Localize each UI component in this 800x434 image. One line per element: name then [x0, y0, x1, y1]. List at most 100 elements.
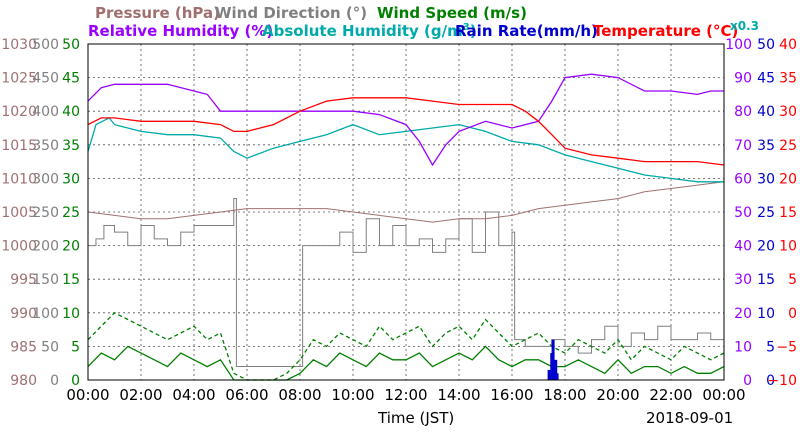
temperature-tick-label: 10 — [779, 239, 797, 255]
wind-direction-tick-label: 350 — [32, 138, 59, 154]
legend-wind-speed: Wind Speed (m/s) — [377, 4, 527, 22]
rain-rate-tick-label: 45 — [757, 71, 775, 87]
legend-rain-rate: Rain Rate(mm/h) — [455, 22, 598, 40]
rain-rate-tick-label: 15 — [757, 272, 775, 288]
rain-rate-bar — [551, 339, 555, 380]
x-tick-label: 20:00 — [596, 386, 639, 404]
legend-relative-humidity: Relative Humidity (%) — [88, 22, 273, 40]
relative-humidity-tick-label: 30 — [734, 272, 752, 288]
wind-speed-tick-label: 0 — [71, 373, 80, 389]
wind-speed-tick-label: 35 — [62, 138, 80, 154]
relative-humidity-tick-label: 20 — [734, 306, 752, 322]
wind-speed-tick-label: 45 — [62, 71, 80, 87]
wind-direction-tick-label: 200 — [32, 239, 59, 255]
rain-rate-tick-label: 35 — [757, 138, 775, 154]
temperature-tick-label: 40 — [779, 37, 797, 53]
rain-rate-tick-label: 20 — [757, 239, 775, 255]
legend-wind-direction: Wind Direction (°) — [215, 4, 367, 22]
series-relative-humidity — [87, 73, 724, 167]
rain-rate-tick-label: 40 — [757, 104, 775, 120]
x-tick-label: 16:00 — [490, 386, 533, 404]
rain-rate-tick-label: 50 — [757, 37, 775, 53]
legend-absolute-humidity: Absolute Humidity (g/m3) — [262, 22, 477, 40]
series-pressure-hpa — [87, 181, 725, 223]
rain-rate-bar — [554, 359, 558, 380]
relative-humidity-tick-label: 50 — [734, 205, 752, 221]
temperature-tick-label: −10 — [767, 373, 797, 389]
x-tick-label: 06:00 — [225, 386, 268, 404]
x-tick-label: 10:00 — [331, 386, 374, 404]
x-tick-label: 02:00 — [119, 386, 162, 404]
pressure-tick-label: 1005 — [1, 205, 37, 221]
wind-speed-tick-label: 10 — [62, 306, 80, 322]
x-tick-label: 04:00 — [172, 386, 215, 404]
multiplier-label: x0.3 — [730, 19, 759, 33]
temperature-tick-label: 30 — [779, 104, 797, 120]
pressure-tick-label: 1015 — [1, 138, 37, 154]
x-tick-label: 12:00 — [384, 386, 427, 404]
pressure-tick-label: 1030 — [1, 37, 37, 53]
relative-humidity-tick-label: 60 — [734, 171, 752, 187]
x-axis-ticks: 00:00 02:00 04:00 06:00 08:00 10:00 12:00 14:00… — [66, 386, 745, 404]
date-label: 2018-09-01 — [646, 409, 733, 427]
wind-speed-tick-label: 20 — [62, 239, 80, 255]
wind-direction-tick-label: 450 — [32, 71, 59, 87]
temperature-tick-label: −5 — [776, 339, 797, 355]
pressure-tick-label: 1020 — [1, 104, 37, 120]
temperature-tick-label: 25 — [779, 138, 797, 154]
pressure-tick-label: 1000 — [1, 239, 37, 255]
temperature-tick-label: 15 — [779, 205, 797, 221]
legend-pressure: Pressure (hPa) — [95, 4, 220, 22]
x-tick-label: 18:00 — [543, 386, 586, 404]
relative-humidity-tick-label: 100 — [725, 37, 752, 53]
wind-speed-tick-label: 25 — [62, 205, 80, 221]
x-tick-label: 08:00 — [278, 386, 321, 404]
temperature-tick-label: 20 — [779, 171, 797, 187]
pressure-tick-label: 1010 — [1, 171, 37, 187]
rain-rate-tick-label: 30 — [757, 171, 775, 187]
wind-direction-tick-label: 100 — [32, 306, 59, 322]
pressure-tick-label: 995 — [10, 272, 37, 288]
x-axis-label: Time (JST) — [377, 409, 454, 427]
wind-speed-tick-label: 50 — [62, 37, 80, 53]
plot-frame — [87, 43, 725, 381]
pressure-tick-label: 1025 — [1, 71, 37, 87]
rain-rate-bar — [555, 373, 559, 380]
wind-speed-tick-label: 40 — [62, 104, 80, 120]
x-tick-label: 14:00 — [437, 386, 480, 404]
legend: Pressure (hPa) Wind Direction (°) Wind S… — [88, 4, 759, 40]
x-tick-label: 00:00 — [66, 386, 109, 404]
left-axes: 9809859909951000100510101015102010251030… — [1, 37, 80, 389]
relative-humidity-tick-label: 80 — [734, 104, 752, 120]
relative-humidity-tick-label: 40 — [734, 239, 752, 255]
wind-speed-tick-label: 15 — [62, 272, 80, 288]
wind-direction-tick-label: 300 — [32, 171, 59, 187]
wind-direction-tick-label: 500 — [32, 37, 59, 53]
series-wind-direction — [88, 198, 724, 368]
pressure-tick-label: 980 — [10, 373, 37, 389]
wind-speed-tick-label: 30 — [62, 171, 80, 187]
rain-rate-tick-label: 10 — [757, 306, 775, 322]
rain-rate-tick-label: 25 — [757, 205, 775, 221]
series-absolute-humidity-g-m3 — [87, 117, 724, 183]
pressure-tick-label: 990 — [10, 306, 37, 322]
wind-direction-tick-label: 150 — [32, 272, 59, 288]
wind-direction-tick-label: 50 — [41, 339, 59, 355]
x-tick-label: 00:00 — [702, 386, 745, 404]
wind-direction-tick-label: 0 — [50, 373, 59, 389]
pressure-tick-label: 985 — [10, 339, 37, 355]
relative-humidity-tick-label: 10 — [734, 339, 752, 355]
wind-direction-tick-label: 400 — [32, 104, 59, 120]
legend-temperature: Temperature (°C) — [593, 22, 738, 40]
rain-rate-tick-label: 0 — [766, 373, 775, 389]
relative-humidity-tick-label: 70 — [734, 138, 752, 154]
series-temperature-c — [87, 97, 725, 166]
x-tick-label: 22:00 — [649, 386, 692, 404]
grid — [88, 44, 724, 380]
rain-rate-tick-label: 5 — [766, 339, 775, 355]
temperature-tick-label: 0 — [788, 306, 797, 322]
series-group — [87, 73, 725, 381]
right-axes: 0102030405060708090100051015202530354045… — [725, 37, 797, 389]
temperature-tick-label: 35 — [779, 71, 797, 87]
